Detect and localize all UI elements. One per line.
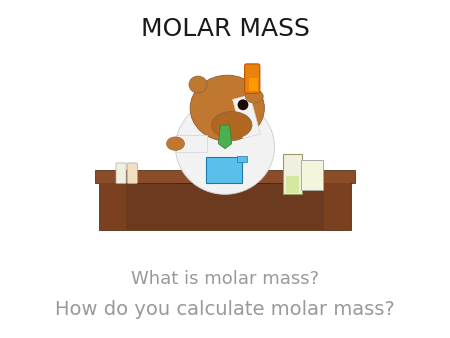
- Bar: [99, 183, 126, 230]
- FancyBboxPatch shape: [283, 154, 302, 194]
- Bar: [248, 78, 258, 91]
- Ellipse shape: [212, 112, 252, 139]
- Ellipse shape: [176, 100, 274, 194]
- Circle shape: [238, 99, 248, 110]
- Bar: [176, 135, 207, 152]
- FancyBboxPatch shape: [301, 160, 323, 190]
- Ellipse shape: [245, 90, 263, 103]
- Bar: [285, 176, 299, 193]
- Ellipse shape: [189, 76, 207, 93]
- Ellipse shape: [130, 182, 320, 220]
- Bar: [99, 183, 351, 230]
- Bar: [95, 170, 355, 183]
- Bar: [237, 156, 247, 162]
- Bar: [233, 95, 261, 139]
- Text: What is molar mass?: What is molar mass?: [131, 270, 319, 288]
- Ellipse shape: [166, 137, 184, 150]
- FancyBboxPatch shape: [206, 157, 242, 183]
- FancyBboxPatch shape: [127, 163, 137, 184]
- Text: MOLAR MASS: MOLAR MASS: [140, 17, 310, 41]
- Bar: [324, 183, 351, 230]
- FancyBboxPatch shape: [245, 64, 260, 93]
- Ellipse shape: [190, 75, 265, 141]
- Text: How do you calculate molar mass?: How do you calculate molar mass?: [55, 300, 395, 319]
- Polygon shape: [218, 125, 232, 149]
- FancyBboxPatch shape: [116, 163, 126, 184]
